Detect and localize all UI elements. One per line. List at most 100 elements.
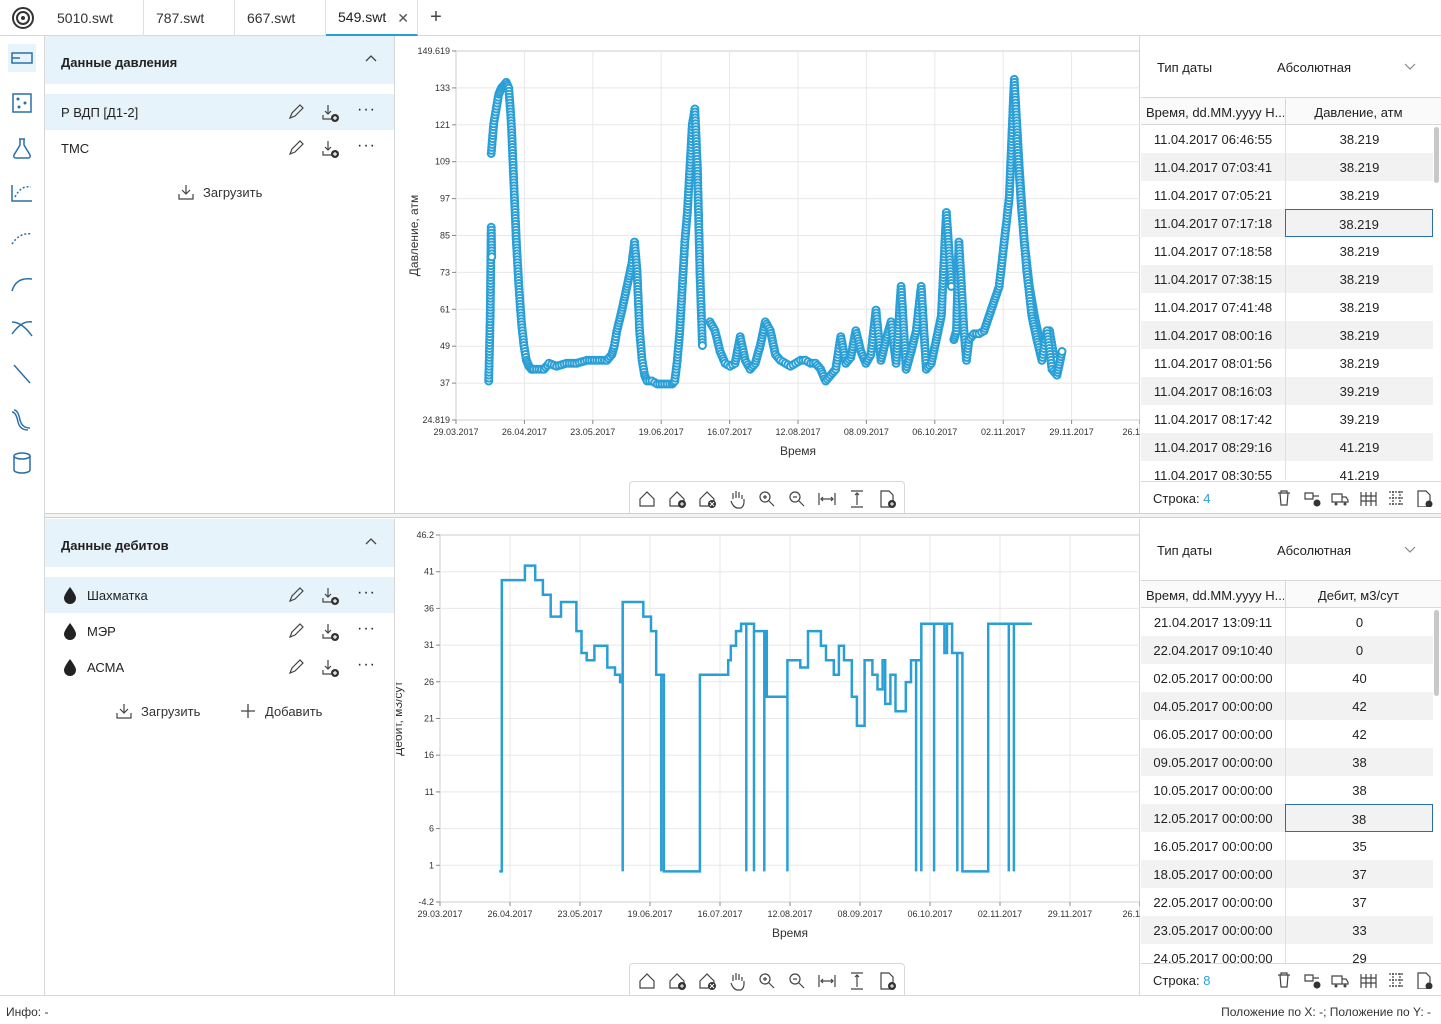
- date-type-selector[interactable]: Тип даты Абсолютная: [1141, 36, 1441, 97]
- table-row[interactable]: 04.05.2017 00:00:00 42: [1141, 692, 1433, 720]
- cell-time[interactable]: 22.04.2017 09:10:40: [1141, 643, 1285, 658]
- edit-icon[interactable]: [287, 139, 305, 157]
- tab-5010[interactable]: 5010.swt: [45, 0, 144, 36]
- cell-time[interactable]: 11.04.2017 08:29:16: [1141, 440, 1285, 455]
- fit-horizontal-icon[interactable]: [817, 489, 837, 509]
- table-row[interactable]: 12.05.2017 00:00:00 38: [1141, 804, 1433, 832]
- cell-time[interactable]: 22.05.2017 00:00:00: [1141, 895, 1285, 910]
- cell-value[interactable]: 38.219: [1285, 349, 1433, 377]
- database-icon[interactable]: [8, 449, 36, 477]
- scrollbar[interactable]: [1434, 127, 1439, 183]
- table-row[interactable]: 11.04.2017 07:03:41 38.219: [1141, 153, 1433, 181]
- add-home-icon[interactable]: [667, 971, 687, 991]
- download-add-icon[interactable]: [321, 103, 341, 123]
- fit-horizontal-icon[interactable]: [817, 971, 837, 991]
- chevron-down-icon[interactable]: [1403, 542, 1417, 556]
- download-add-icon[interactable]: [321, 586, 341, 606]
- table-row[interactable]: 11.04.2017 08:01:56 38.219: [1141, 349, 1433, 377]
- zoom-in-icon[interactable]: [757, 971, 777, 991]
- list-item[interactable]: ТМС ···: [45, 130, 394, 166]
- crossing-curves-icon[interactable]: [8, 314, 36, 342]
- delete-icon[interactable]: [1275, 971, 1293, 989]
- chevron-up-icon[interactable]: [364, 535, 378, 549]
- cell-value[interactable]: 37: [1285, 888, 1433, 916]
- edit-icon[interactable]: [287, 103, 305, 121]
- cell-value[interactable]: 40: [1285, 664, 1433, 692]
- cell-time[interactable]: 11.04.2017 08:01:56: [1141, 356, 1285, 371]
- table-row[interactable]: 11.04.2017 08:29:16 41.219: [1141, 433, 1433, 461]
- cell-value[interactable]: 38.219: [1285, 237, 1433, 265]
- add-tab-button[interactable]: +: [426, 6, 446, 28]
- cell-time[interactable]: 21.04.2017 13:09:11: [1141, 615, 1285, 630]
- table-row[interactable]: 11.04.2017 07:05:21 38.219: [1141, 181, 1433, 209]
- cell-value[interactable]: 33: [1285, 916, 1433, 944]
- more-icon[interactable]: ···: [357, 137, 376, 155]
- cell-value[interactable]: 38.219: [1285, 125, 1433, 153]
- table-row[interactable]: 22.04.2017 09:10:40 0: [1141, 636, 1433, 664]
- date-type-selector[interactable]: Тип даты Абсолютная: [1141, 519, 1441, 580]
- fit-vertical-icon[interactable]: [847, 489, 867, 509]
- cell-value[interactable]: 39.219: [1285, 377, 1433, 405]
- cell-value[interactable]: 41.219: [1285, 433, 1433, 461]
- cell-time[interactable]: 11.04.2017 07:03:41: [1141, 160, 1285, 175]
- table-grid-icon[interactable]: [1359, 489, 1377, 507]
- scrollbar[interactable]: [1434, 610, 1439, 696]
- chevron-down-icon[interactable]: [1403, 59, 1417, 73]
- home-icon[interactable]: [637, 489, 657, 509]
- date-type-value[interactable]: Абсолютная: [1277, 543, 1351, 558]
- split-grid-icon[interactable]: [1387, 971, 1405, 989]
- cell-value[interactable]: 41.219: [1285, 461, 1433, 480]
- pressure-chart[interactable]: 149.619 133 121 109 97 85 73 61 49 37 24.819 29.03.…: [396, 36, 1140, 513]
- tab-667[interactable]: 667.swt: [235, 0, 326, 36]
- cell-time[interactable]: 11.04.2017 07:38:15: [1141, 272, 1285, 287]
- cell-time[interactable]: 11.04.2017 08:30:55: [1141, 468, 1285, 480]
- insert-row-icon[interactable]: [1303, 489, 1321, 507]
- cell-value[interactable]: 35: [1285, 832, 1433, 860]
- table-row[interactable]: 06.05.2017 00:00:00 42: [1141, 720, 1433, 748]
- cell-time[interactable]: 06.05.2017 00:00:00: [1141, 727, 1285, 742]
- cell-time[interactable]: 11.04.2017 07:18:58: [1141, 244, 1285, 259]
- table-row[interactable]: 11.04.2017 06:46:55 38.219: [1141, 125, 1433, 153]
- pressure-data-icon[interactable]: [8, 44, 36, 72]
- chevron-up-icon[interactable]: [364, 52, 378, 66]
- cell-time[interactable]: 10.05.2017 00:00:00: [1141, 783, 1285, 798]
- table-grid-icon[interactable]: [1359, 971, 1377, 989]
- cell-value[interactable]: 38.219: [1285, 153, 1433, 181]
- load-button[interactable]: Загрузить: [115, 702, 200, 720]
- fit-vertical-icon[interactable]: [847, 971, 867, 991]
- cell-time[interactable]: 24.05.2017 00:00:00: [1141, 951, 1285, 963]
- pressure-panel-header[interactable]: Данные давления: [45, 36, 394, 84]
- export-icon[interactable]: [877, 971, 897, 991]
- decline-line-icon[interactable]: [8, 359, 36, 387]
- cell-time[interactable]: 23.05.2017 00:00:00: [1141, 923, 1285, 938]
- cell-value[interactable]: 38: [1285, 748, 1433, 776]
- date-type-value[interactable]: Абсолютная: [1277, 60, 1351, 75]
- remove-home-icon[interactable]: [697, 971, 717, 991]
- flask-icon[interactable]: [8, 134, 36, 162]
- cell-value[interactable]: 38.219: [1285, 293, 1433, 321]
- table-row[interactable]: 16.05.2017 00:00:00 35: [1141, 832, 1433, 860]
- load-button[interactable]: Загрузить: [177, 183, 262, 201]
- tab-787[interactable]: 787.swt: [144, 0, 235, 36]
- split-grid-icon[interactable]: [1387, 489, 1405, 507]
- column-header-time[interactable]: Время, dd.MM.yyyy H...: [1146, 588, 1284, 603]
- cell-value[interactable]: 0: [1285, 608, 1433, 636]
- curve-icon[interactable]: [8, 269, 36, 297]
- pan-hand-icon[interactable]: [727, 489, 747, 509]
- table-row[interactable]: 11.04.2017 07:17:18 38.219: [1141, 209, 1433, 237]
- table-row[interactable]: 11.04.2017 07:41:48 38.219: [1141, 293, 1433, 321]
- cell-value[interactable]: 38.219: [1285, 321, 1433, 349]
- cell-value[interactable]: 38: [1285, 804, 1433, 832]
- cell-time[interactable]: 11.04.2017 07:17:18: [1141, 216, 1285, 231]
- more-icon[interactable]: ···: [357, 620, 376, 638]
- zoom-out-icon[interactable]: [787, 489, 807, 509]
- cell-time[interactable]: 16.05.2017 00:00:00: [1141, 839, 1285, 854]
- cell-time[interactable]: 11.04.2017 07:41:48: [1141, 300, 1285, 315]
- table-row[interactable]: 11.04.2017 08:30:55 41.219: [1141, 461, 1433, 480]
- horizontal-splitter[interactable]: [45, 513, 1441, 518]
- more-icon[interactable]: ···: [357, 656, 376, 674]
- remove-home-icon[interactable]: [697, 489, 717, 509]
- more-icon[interactable]: ···: [357, 584, 376, 602]
- column-header-time[interactable]: Время, dd.MM.yyyy H...: [1146, 105, 1284, 120]
- column-header-pressure[interactable]: Давление, атм: [1285, 98, 1431, 125]
